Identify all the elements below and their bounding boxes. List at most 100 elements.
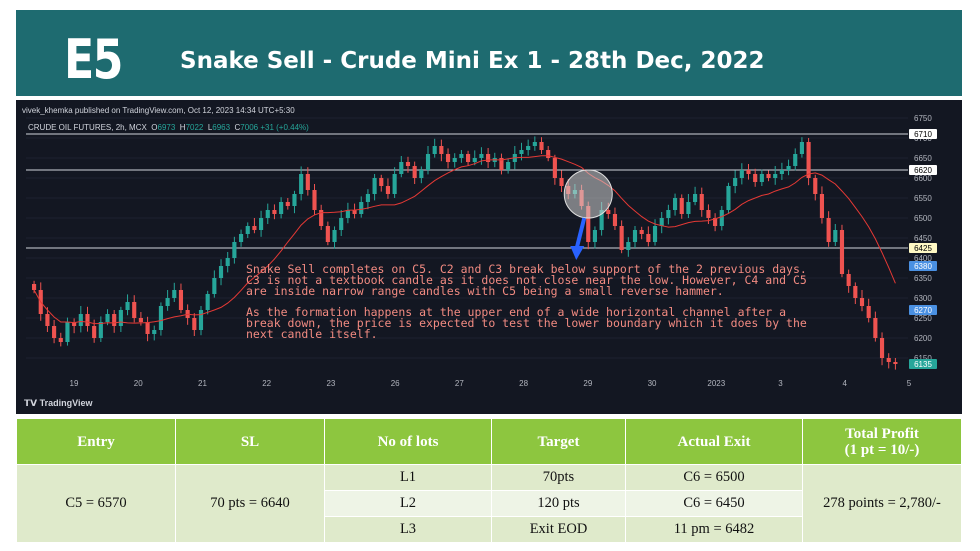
candle (345, 210, 350, 218)
high-label: H (179, 123, 186, 132)
open-label: O (151, 123, 158, 132)
table-header-row: Entry SL No of lots Target Actual Exit T… (16, 418, 962, 465)
candle (833, 230, 838, 242)
candle (132, 302, 137, 318)
target-cell: 120 pts (491, 490, 626, 517)
candle (499, 158, 504, 170)
x-tick-label: 20 (134, 379, 143, 388)
candle (753, 174, 758, 182)
candle (405, 162, 411, 166)
candle (72, 322, 77, 326)
y-tick-label: 6650 (914, 154, 932, 163)
candle (552, 158, 557, 178)
candle (372, 178, 377, 194)
x-tick-label: 2023 (707, 379, 725, 388)
price-label-text: 6380 (914, 262, 932, 271)
price-label-text: 6425 (914, 244, 932, 253)
trade-table: Entry SL No of lots Target Actual Exit T… (16, 418, 962, 543)
candle (232, 242, 237, 258)
candle (793, 154, 798, 166)
tv-icon: 𝗧𝗩 (24, 398, 38, 408)
candle (145, 322, 150, 334)
low-value: 6963 (212, 123, 231, 132)
price-chart[interactable]: 6150 6200 6250 6300 6350 6400 6450 6500 6550 6600… (16, 100, 962, 414)
candle (325, 226, 330, 242)
candle (32, 284, 37, 290)
x-tick-label: 30 (648, 379, 657, 388)
y-tick-label: 6300 (914, 294, 932, 303)
candle (886, 358, 891, 362)
candle (425, 154, 431, 170)
header-sl: SL (175, 418, 325, 465)
candle (359, 202, 364, 214)
candle (546, 150, 551, 158)
open-value: 6973 (157, 123, 176, 132)
candle (339, 218, 344, 230)
candle (866, 306, 871, 318)
candle (532, 142, 537, 146)
candle (312, 190, 317, 210)
candle (506, 162, 511, 170)
exit-cell: C6 = 6500 (625, 464, 803, 491)
annotation-paragraph-2: As the formation happens at the upper en… (246, 305, 807, 341)
candle (299, 174, 304, 194)
candle (466, 154, 471, 162)
tv-brand-label: TradingView (39, 398, 93, 408)
candle (198, 310, 204, 330)
x-tick-label: 23 (326, 379, 335, 388)
candle (419, 170, 424, 178)
price-label-text: 6620 (914, 166, 932, 175)
symbol-label: CRUDE OIL FUTURES, 2h, MCX (28, 123, 147, 132)
candle (746, 170, 751, 174)
candle (158, 306, 164, 330)
candle (85, 314, 90, 326)
candle (706, 210, 711, 218)
candle (305, 174, 310, 190)
candle (813, 178, 818, 194)
x-tick-label: 29 (583, 379, 592, 388)
target-cell: Exit EOD (491, 516, 626, 543)
candle (225, 258, 230, 266)
table-row: L3 Exit EOD 11 pm = 6482 (17, 516, 962, 543)
candle (152, 330, 157, 334)
y-tick-label: 6500 (914, 214, 932, 223)
candle (238, 234, 244, 242)
price-label-box (909, 129, 937, 139)
header-target: Target (491, 418, 626, 465)
y-tick-label: 6200 (914, 334, 932, 343)
tradingview-logo: 𝗧𝗩 TradingView (24, 398, 92, 409)
y-tick-label: 6350 (914, 274, 932, 283)
down-arrow-head (570, 246, 585, 260)
y-tick-label: 6150 (914, 354, 932, 363)
x-tick-label: 27 (455, 379, 464, 388)
candle (713, 218, 718, 226)
candle (806, 142, 811, 178)
high-value: 7022 (185, 123, 204, 132)
candle (379, 178, 384, 186)
candle (412, 166, 417, 178)
candle (846, 274, 851, 286)
candle (773, 174, 778, 178)
x-tick-label: 22 (262, 379, 271, 388)
candle (646, 234, 651, 242)
candle (686, 202, 691, 214)
candle (539, 142, 544, 150)
candle (178, 290, 184, 310)
price-label-box (909, 261, 937, 271)
sl-cell: 70 pts = 6640 (175, 464, 325, 543)
candle (586, 206, 591, 242)
candle (472, 158, 477, 162)
title-banner: E5 Snake Sell - Crude Mini Ex 1 - 28th D… (16, 10, 962, 96)
candle (612, 214, 618, 226)
ohlc-legend: CRUDE OIL FUTURES, 2h, MCX O6973 H7022 L… (28, 123, 309, 132)
candle (259, 218, 264, 230)
candle (285, 202, 290, 206)
candle (352, 210, 357, 214)
x-tick-label: 28 (519, 379, 528, 388)
candle (779, 170, 784, 174)
candle (459, 154, 464, 158)
pattern-highlight-circle (563, 169, 613, 219)
header-lots: No of lots (324, 418, 492, 465)
candle (559, 178, 564, 186)
candle (666, 210, 671, 218)
